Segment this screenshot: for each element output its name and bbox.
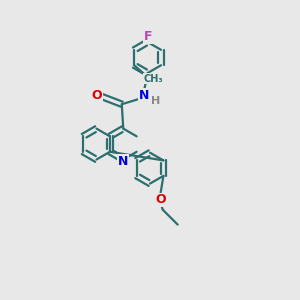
Text: O: O	[155, 193, 166, 206]
Text: N: N	[118, 155, 128, 168]
Text: CH₃: CH₃	[144, 74, 164, 84]
Text: N: N	[139, 89, 149, 102]
Text: H: H	[151, 96, 160, 106]
Text: F: F	[143, 30, 152, 43]
Text: O: O	[92, 89, 102, 102]
